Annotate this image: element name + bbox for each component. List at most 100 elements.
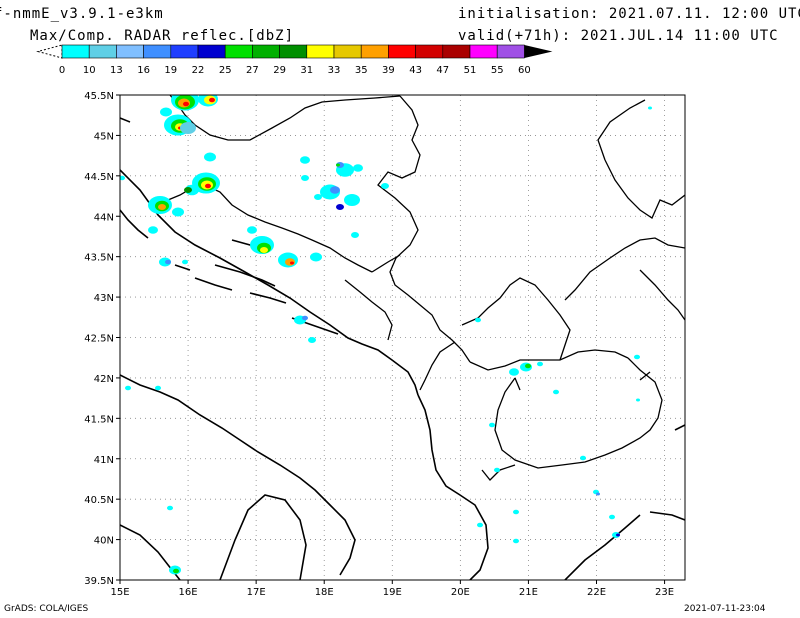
colorbar-level-label: 47 xyxy=(436,65,449,76)
lat-tick-label: 45N xyxy=(94,131,114,142)
lon-tick-label: 22E xyxy=(587,587,606,598)
colorbar-level-label: 35 xyxy=(355,65,368,76)
colorbar-low-arrow xyxy=(36,44,63,59)
radar-echo xyxy=(596,492,600,496)
colorbar-level-label: 55 xyxy=(491,65,504,76)
radar-echo xyxy=(634,354,640,360)
radar-echo xyxy=(184,187,192,193)
radar-echo xyxy=(165,259,171,265)
radar-echo xyxy=(314,194,322,200)
longitude-labels: 15E 16E 17E 18E 19E 20E 21E 22E 23E xyxy=(110,587,674,598)
radar-echo xyxy=(167,505,173,511)
lon-tick-label: 19E xyxy=(383,587,402,598)
radar-echo xyxy=(330,186,340,194)
colorbar-level-label: 39 xyxy=(382,65,395,76)
valid-time: valid(+71h): 2021.JUL.14 11:00 UTC xyxy=(458,28,779,44)
radar-echo xyxy=(301,175,309,181)
colorbar-level-label: 27 xyxy=(246,65,259,76)
radar-echo xyxy=(489,422,495,428)
colorbar-level-label: 10 xyxy=(83,65,96,76)
radar-echo xyxy=(344,194,360,206)
radar-echo xyxy=(580,455,586,461)
radar-echo xyxy=(310,252,322,262)
radar-echo xyxy=(290,261,294,265)
radar-echo xyxy=(183,101,189,107)
colorbar: 0 10 13 16 19 22 25 27 29 31 33 35 39 43 47 51 55 60 xyxy=(36,44,553,76)
colorbar-level-label: 13 xyxy=(110,65,123,76)
radar-echo xyxy=(180,122,196,134)
lon-tick-label: 20E xyxy=(451,587,470,598)
radar-echo xyxy=(155,385,161,391)
latitude-labels: 45.5N 45N 44.5N 44N 43.5N 43N 42.5N 42N 41.5N 41N… xyxy=(84,91,114,587)
colorbar-level-label: 29 xyxy=(273,65,286,76)
radar-echo xyxy=(205,183,211,189)
radar-echo xyxy=(494,467,500,473)
lat-lon-grid xyxy=(116,94,685,584)
lon-tick-label: 17E xyxy=(247,587,266,598)
radar-echo xyxy=(616,533,620,537)
coastlines xyxy=(120,117,685,580)
radar-echo xyxy=(125,385,131,391)
radar-echo xyxy=(553,389,559,395)
radar-echo xyxy=(609,514,615,520)
lon-tick-label: 15E xyxy=(110,587,129,598)
colorbar-level-label: 22 xyxy=(192,65,205,76)
radar-echo xyxy=(336,163,340,167)
lon-tick-label: 18E xyxy=(315,587,334,598)
national-borders xyxy=(167,95,685,481)
grads-credit: GrADS: COLA/IGES xyxy=(4,604,89,614)
radar-echo xyxy=(285,258,295,266)
radar-echo xyxy=(173,568,179,574)
colorbar-level-label: 0 xyxy=(59,65,65,76)
lat-tick-label: 39.5N xyxy=(84,576,114,587)
colorbar-level-label: 19 xyxy=(164,65,177,76)
lat-tick-label: 41.5N xyxy=(84,414,114,425)
field-title: Max/Comp. RADAR reflec.[dbZ] xyxy=(30,28,295,44)
plot-frame xyxy=(119,94,686,581)
radar-echo xyxy=(353,164,363,172)
lat-tick-label: 45.5N xyxy=(84,91,114,102)
lat-tick-label: 44N xyxy=(94,212,114,223)
radar-echo xyxy=(300,156,310,164)
radar-echo xyxy=(182,259,188,265)
radar-echo xyxy=(513,538,519,544)
radar-echo xyxy=(308,337,316,343)
lon-tick-label: 16E xyxy=(179,587,198,598)
colorbar-level-label: 51 xyxy=(464,65,477,76)
radar-echo xyxy=(160,107,172,117)
lat-tick-label: 40.5N xyxy=(84,495,114,506)
lon-tick-label: 23E xyxy=(655,587,674,598)
colorbar-level-label: 25 xyxy=(219,65,232,76)
colorbar-level-label: 43 xyxy=(409,65,422,76)
radar-echo xyxy=(525,363,531,369)
model-title: f-nmmE_v3.9.1-e3km xyxy=(0,6,164,22)
plot-timestamp: 2021-07-11-23:04 xyxy=(684,604,766,614)
radar-echo xyxy=(475,317,481,323)
radar-echo xyxy=(120,175,125,181)
radar-echo xyxy=(648,106,652,110)
radar-echo xyxy=(172,207,184,217)
radar-echo xyxy=(302,315,308,321)
radar-echo xyxy=(204,152,216,162)
lat-tick-label: 42.5N xyxy=(84,334,114,345)
radar-echoes xyxy=(120,95,652,575)
radar-echo xyxy=(247,226,257,234)
colorbar-level-label: 60 xyxy=(518,65,531,76)
lat-tick-label: 43N xyxy=(94,293,114,304)
radar-echo xyxy=(336,204,344,210)
lat-tick-label: 43.5N xyxy=(84,253,114,264)
lat-tick-label: 42N xyxy=(94,374,114,385)
radar-echo xyxy=(477,522,483,528)
colorbar-level-label: 31 xyxy=(300,65,313,76)
colorbar-level-label: 16 xyxy=(137,65,150,76)
radar-echo xyxy=(260,247,268,253)
radar-echo xyxy=(209,97,215,103)
lat-tick-label: 44.5N xyxy=(84,172,114,183)
radar-echo xyxy=(351,232,359,238)
radar-echo xyxy=(537,361,543,367)
initialisation-time: initialisation: 2021.07.11. 12:00 UTC xyxy=(458,6,800,22)
lat-tick-label: 41N xyxy=(94,455,114,466)
radar-echo xyxy=(381,183,389,189)
colorbar-level-label: 33 xyxy=(328,65,341,76)
radar-echo xyxy=(513,509,519,515)
